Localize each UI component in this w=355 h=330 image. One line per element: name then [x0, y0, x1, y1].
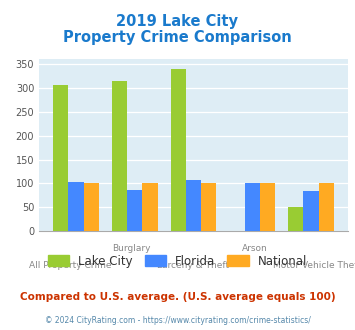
Text: Burglary: Burglary [113, 244, 151, 253]
Bar [201, 183, 217, 231]
Bar [303, 191, 318, 231]
Bar [112, 81, 127, 231]
Text: All Property Crime: All Property Crime [29, 261, 111, 270]
Bar [260, 183, 275, 231]
Bar [84, 183, 99, 231]
Text: © 2024 CityRating.com - https://www.cityrating.com/crime-statistics/: © 2024 CityRating.com - https://www.city… [45, 315, 310, 325]
Bar [53, 85, 69, 231]
Text: Property Crime Comparison: Property Crime Comparison [63, 30, 292, 46]
Text: Larceny & Theft: Larceny & Theft [157, 261, 230, 270]
Legend: Lake City, Florida, National: Lake City, Florida, National [43, 250, 312, 273]
Bar [170, 69, 186, 231]
Text: Arson: Arson [242, 244, 268, 253]
Bar [288, 207, 303, 231]
Bar [127, 189, 142, 231]
Bar [245, 183, 260, 231]
Bar [69, 182, 84, 231]
Text: 2019 Lake City: 2019 Lake City [116, 14, 239, 29]
Text: Motor Vehicle Theft: Motor Vehicle Theft [273, 261, 355, 270]
Bar [186, 180, 201, 231]
Bar [318, 183, 334, 231]
Bar [142, 183, 158, 231]
Text: Compared to U.S. average. (U.S. average equals 100): Compared to U.S. average. (U.S. average … [20, 292, 335, 302]
